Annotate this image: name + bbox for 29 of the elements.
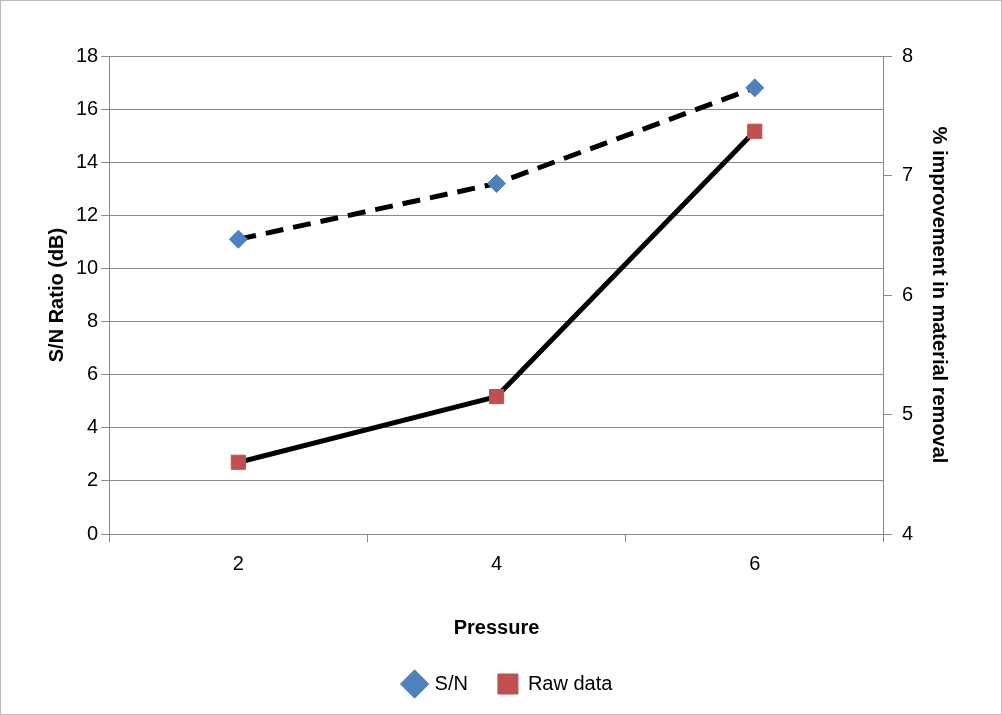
y-tick-label: 8 xyxy=(87,309,99,332)
y-tick-label: 4 xyxy=(87,415,99,438)
y2-tick-label: 7 xyxy=(901,163,913,186)
point xyxy=(230,454,246,470)
y-axis-title: S/N Ratio (dB) xyxy=(44,227,67,363)
y-tick-label: 10 xyxy=(76,255,99,278)
y-tick-label: 2 xyxy=(87,468,99,491)
x-tick-label: 4 xyxy=(491,551,503,574)
point xyxy=(487,173,507,193)
y-tick-label: 6 xyxy=(87,362,99,385)
point xyxy=(228,229,248,249)
point xyxy=(745,78,765,98)
point xyxy=(747,123,763,139)
legend-label: Raw data xyxy=(527,671,614,694)
x-tick-label: 2 xyxy=(232,551,244,574)
point xyxy=(488,389,505,405)
y-tick-label: 18 xyxy=(76,43,99,66)
y-tick-label: 0 xyxy=(87,521,99,544)
y2-tick-label: 4 xyxy=(901,521,913,544)
y2-axis-title: % improvement in material removal xyxy=(929,126,952,464)
y-tick-label: 12 xyxy=(76,202,99,225)
x-tick-label: 6 xyxy=(749,551,761,574)
y-tick-label: 14 xyxy=(76,149,99,172)
y-tick-label: 16 xyxy=(76,96,99,119)
y2-tick-label: 5 xyxy=(901,402,913,425)
y2-tick-label: 6 xyxy=(901,282,913,305)
y2-tick-label: 8 xyxy=(901,43,913,66)
x-axis-title: Pressure xyxy=(453,615,540,638)
legend-label: S/N xyxy=(434,671,468,694)
